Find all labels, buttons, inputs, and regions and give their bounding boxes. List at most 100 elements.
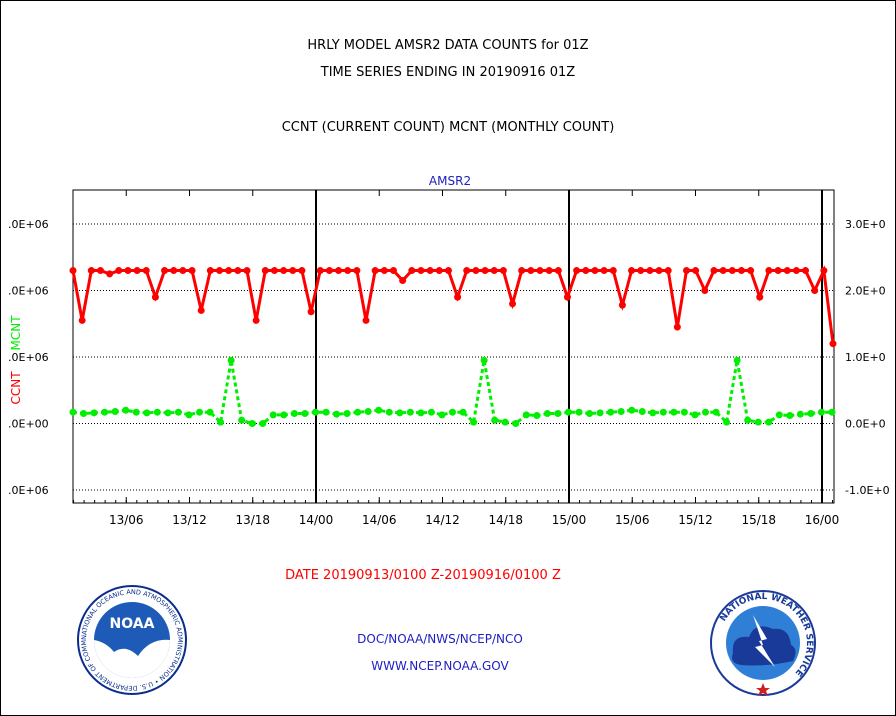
ccnt-point [582, 267, 590, 275]
mcnt-point [174, 408, 182, 416]
noaa-logo-text: NOAA [110, 616, 155, 632]
mcnt-point [385, 408, 393, 416]
ccnt-point [170, 267, 178, 275]
ccnt-point [554, 267, 562, 275]
ccnt-point [499, 267, 507, 275]
y-tick-label-right: -1.0E+0 [845, 484, 890, 497]
mcnt-point [343, 410, 351, 418]
x-tick-label: 15/12 [678, 513, 713, 527]
ccnt-point [545, 267, 553, 275]
ccnt-point [692, 267, 700, 275]
ccnt-point [710, 267, 718, 275]
x-tick-label: 13/06 [109, 513, 144, 527]
ccnt-point [188, 267, 196, 275]
footer-agency: DOC/NOAA/NWS/NCEP/NCO [357, 632, 523, 646]
ccnt-point [600, 267, 608, 275]
mcnt-point [786, 412, 794, 420]
mcnt-point [217, 418, 225, 426]
ccnt-point [316, 267, 324, 275]
ccnt-point [115, 267, 123, 275]
plot-title: AMSR2 [429, 174, 471, 188]
ccnt-point [243, 267, 251, 275]
ccnt-point [628, 267, 636, 275]
mcnt-point [533, 412, 541, 420]
ccnt-series [69, 265, 837, 348]
mcnt-point [828, 408, 836, 416]
ccnt-point [737, 267, 745, 275]
mcnt-point [596, 409, 604, 417]
mcnt-point [69, 408, 77, 416]
mcnt-point [564, 408, 572, 416]
x-tick-label: 16/00 [805, 513, 840, 527]
ccnt-point [307, 308, 315, 316]
ccnt-point [829, 340, 837, 348]
ccnt-point [609, 267, 617, 275]
y-tick-label-right: 2.0E+0 [845, 285, 886, 298]
mcnt-point [723, 418, 731, 426]
ccnt-point [444, 267, 452, 275]
mcnt-point [153, 408, 161, 416]
x-tick-label: 15/18 [741, 513, 776, 527]
ccnt-point [151, 293, 159, 301]
mcnt-point [164, 409, 172, 417]
noaa-logo-bird [94, 639, 170, 678]
x-tick-label: 14/12 [425, 513, 460, 527]
mcnt-point [543, 410, 551, 418]
mcnt-point [575, 408, 583, 416]
ccnt-point [591, 267, 599, 275]
ccnt-point [454, 293, 462, 301]
chart-title-line2: TIME SERIES ENDING IN 20190916 01Z [320, 65, 576, 80]
ccnt-point [234, 267, 242, 275]
chart-subtitle: CCNT (CURRENT COUNT) MCNT (MONTHLY COUNT… [281, 120, 615, 135]
x-tick-label: 15/06 [615, 513, 650, 527]
ccnt-point [509, 300, 517, 308]
mcnt-point [459, 408, 467, 416]
ccnt-point [765, 267, 773, 275]
mcnt-point [775, 411, 783, 419]
ccnt-point [362, 316, 370, 324]
nws-logo-star [756, 683, 770, 696]
ccnt-point [335, 267, 343, 275]
noaa-logo: NATIONAL OCEANIC AND ATMOSPHERIC ADMINIS… [77, 585, 187, 695]
mcnt-point [101, 408, 109, 416]
mcnt-point [111, 408, 119, 416]
ccnt-point [69, 267, 77, 275]
y-tick-label-right: 0.0E+0 [845, 418, 886, 431]
mcnt-point [132, 408, 140, 416]
y-axis-right: 3.0E+0 2.0E+0 1.0E+0 0.0E+0 -1.0E+0 [845, 218, 890, 497]
ccnt-point [637, 267, 645, 275]
mcnt-point [417, 409, 425, 417]
ccnt-point [701, 287, 709, 294]
ccnt-point [417, 267, 425, 275]
mcnt-point [607, 408, 615, 416]
ccnt-point [389, 267, 397, 275]
mcnt-point [659, 408, 667, 416]
mcnt-point [206, 408, 214, 416]
mcnt-point [765, 418, 773, 426]
nws-logo-lightning [753, 615, 775, 667]
x-tick-label: 14/06 [362, 513, 397, 527]
ccnt-point [344, 267, 352, 275]
y-tick-label-left: .0E+06 [8, 351, 49, 364]
mcnt-point [691, 411, 699, 419]
ccnt-point [408, 267, 416, 275]
mcnt-point [628, 406, 636, 414]
ccnt-point [371, 267, 379, 275]
footer-url[interactable]: WWW.NCEP.NOAA.GOV [371, 659, 509, 673]
ccnt-point [802, 267, 810, 275]
mcnt-point [638, 408, 646, 416]
mcnt-point [670, 408, 678, 416]
mcnt-point [702, 408, 709, 416]
mcnt-point [396, 409, 404, 417]
ccnt-point [536, 267, 544, 275]
ccnt-point [563, 293, 571, 301]
ccnt-point [298, 267, 306, 275]
ccnt-point [682, 267, 690, 275]
mcnt-point [796, 410, 804, 418]
ccnt-point [792, 267, 800, 275]
mcnt-point [311, 408, 319, 416]
y-axis-left: .0E+06 .0E+06 .0E+06 .0E+00 .0E+06 [8, 218, 49, 497]
ccnt-point [783, 267, 791, 275]
mcnt-series [69, 356, 836, 427]
